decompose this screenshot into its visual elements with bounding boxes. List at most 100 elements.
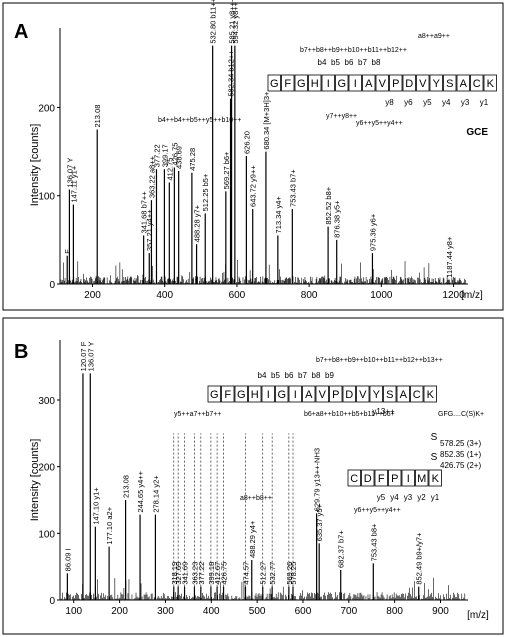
peptide-a-box [335,74,349,92]
linked-peptide-residue: C [350,473,358,485]
peptide-b-box [261,385,275,403]
panel-b-plot: 0 100 200 300 100 200 300 400 500 600 700 800 900 86.… [38,340,484,617]
peptide-a-residue: F [284,78,291,90]
linked-peptide-residue: F [378,473,385,485]
y13-label: y13++ [372,407,395,416]
charge-annotation: 578.25 (3+) [440,439,481,448]
peak-label: 585.21 y8++-H2O [228,0,237,44]
x-tick-label: 200 [84,290,101,301]
linked-peptide-box [388,469,402,487]
peptide-b-box [342,385,356,403]
peptide-a-residue: G [297,78,306,90]
peptide-b-residue: S [386,389,393,401]
peak-label: 532.77 [268,562,277,585]
multi-ion-label: y7++y8++ [326,113,357,120]
peak-label: 680.34 [M+3H]3+ [262,91,271,150]
group-label: GFG....C(S)K+ [438,411,484,418]
b-ion-label: b8 [312,371,321,380]
peptide-a-residue: S [446,78,453,90]
peak-label: 412.67 [213,562,222,585]
peak-label: 635.37 y5+ [315,503,324,541]
charge-annotation: 426.75 (2+) [440,461,481,470]
peptide-a-residue: A [365,78,373,90]
x-tick-label: 100 [65,606,82,617]
peptide-a-box [281,74,295,92]
peptide-a-box [443,74,457,92]
peptide-b-residue: V [319,389,327,401]
y-ion-label: y5 [423,98,432,107]
panel-a-xlabel: [m/z] [461,290,483,301]
peak-label: 136.07 Y [65,158,74,188]
peptide-a-box [483,74,497,92]
peak-label: 626.20 [242,131,251,154]
peptide-b-residue: G [210,389,219,401]
peptide-a-residue: K [487,78,495,90]
peptide-a-box [308,74,322,92]
peptide-b-residue: Y [373,389,381,401]
peak-label: 341.68 b7++ [140,191,149,234]
peptide-a-box [402,74,416,92]
peptide-a-box [389,74,403,92]
panel-a-frame [2,2,504,311]
peak-label: 278.14 y2+ [151,475,160,513]
y-tick-label: 0 [49,280,55,291]
peak-label: 578.25 [289,562,298,585]
x-tick-label: 900 [432,606,449,617]
peptide-b-residue: F [224,389,231,401]
linked-peptide-box [347,469,361,487]
peptide-b-box [234,385,248,403]
charge-annotation: 852.35 (1+) [440,450,481,459]
peak-label: 876.38 y5+ [333,200,342,238]
peak-label: 488.29 y4+ [248,520,257,558]
group-label: a8++b8++ [240,495,272,502]
peak-label: 682.37 b7+ [337,530,346,568]
linked-y-ion-label: y2 [417,493,426,502]
peak-label: 594.32 y8++ [231,1,240,43]
peptide-b-box [275,385,289,403]
x-tick-label: 200 [111,606,128,617]
linked-y-ion-label: y3 [404,493,413,502]
peak-label: 438.69 [175,146,184,169]
b-ion-label: b8 [372,58,381,67]
linked-y-ion-label: y1 [431,493,440,502]
y-ion-label: y4 [442,98,451,107]
b-ion-label: b7 [298,371,307,380]
linked-peptide-box [415,469,429,487]
peak-label: 488.28 y7+ [193,204,202,242]
x-tick-label: 600 [295,606,312,617]
linked-peptide-residue: K [432,473,440,485]
peptide-a-box [321,74,335,92]
x-tick-label: 1200 [442,290,465,301]
peptide-b-residue: I [294,389,297,401]
peak-label: 213.08 [93,105,102,128]
linked-y-multi: y6++y5++y4++ [354,507,401,514]
peptide-a-residue: I [354,78,357,90]
y-ion-label: y1 [480,98,489,107]
linked-y-ion-label: y4 [390,493,399,502]
x-tick-label: 700 [340,606,357,617]
peptide-b-residue: I [267,389,270,401]
peak-label: 399.17 [160,144,169,167]
disulfide-s: S [431,452,438,463]
peak-label: 147.11 y1+ [69,165,78,202]
linked-peptide-residue: P [391,473,398,485]
peak-label: 512.25 b5+ [201,173,210,211]
peptide-b-box [207,385,221,403]
y-tick-label: 0 [49,596,55,607]
b-ion-label: b5 [331,58,340,67]
peak-label: 357.21 y4++ [145,209,154,251]
peptide-a-residue: H [311,78,319,90]
y-ion-label: y8 [385,98,394,107]
multi-ion-label: b4++b4++b5++y5++b10++ [158,117,241,124]
multi-ion-label: b7++b8++b9++b10++b11++b12++ [300,47,407,54]
b-ion-label: b6 [285,371,294,380]
peak-label: 412.75 [165,158,174,181]
peak-label: 852.49 b9+/y7+ [415,532,424,585]
peptide-b-box [410,385,424,403]
x-tick-label: 800 [301,290,318,301]
peptide-b-box [369,385,383,403]
peak-label: 474.57 [241,562,250,585]
peptide-a-residue: G [270,78,279,90]
peptide-a-residue: V [379,78,387,90]
group-label: b7++b8++b9++b10++b11++b12++b13++ [316,357,443,364]
